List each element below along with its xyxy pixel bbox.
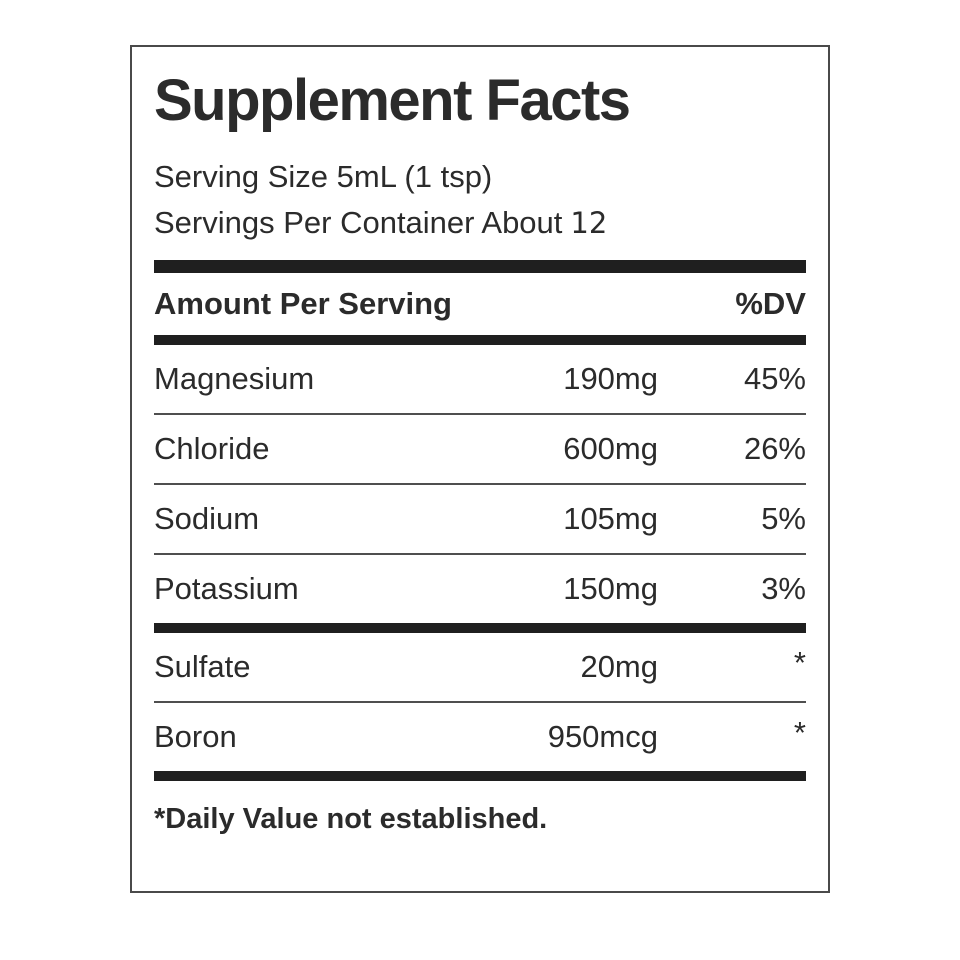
- divider-thin: [154, 700, 806, 703]
- table-row: Magnesium 190mg 45%: [154, 345, 806, 413]
- nutrient-amount: 600mg: [563, 430, 658, 466]
- nutrient-dv: 5%: [761, 500, 806, 536]
- nutrient-name: Magnesium: [154, 360, 315, 396]
- divider-thick-top: [154, 259, 806, 273]
- nutrient-name: Boron: [154, 718, 237, 754]
- divider-thin: [154, 412, 806, 415]
- panel-title: Supplement Facts: [154, 68, 631, 133]
- nutrient-dv: *: [793, 644, 806, 680]
- nutrient-amount: 950mcg: [547, 718, 658, 754]
- supplement-facts-panel: Supplement Facts Serving Size 5mL (1 tsp…: [130, 45, 830, 893]
- divider-thick-middle: [154, 622, 806, 633]
- nutrient-amount: 105mg: [563, 500, 658, 536]
- servings-per-container-value: 12: [570, 205, 608, 240]
- serving-size: Serving Size 5mL (1 tsp): [154, 158, 493, 194]
- table-header-row: Amount Per Serving %DV: [154, 273, 806, 335]
- divider-thin: [154, 482, 806, 485]
- nutrient-name: Sulfate: [154, 648, 251, 684]
- nutrient-dv: 3%: [761, 570, 806, 606]
- daily-value-footnote: *Daily Value not established.: [154, 802, 548, 835]
- divider-thin: [154, 552, 806, 555]
- nutrient-dv: 26%: [743, 430, 806, 466]
- nutrient-dv: 45%: [743, 360, 806, 396]
- table-row: Potassium 150mg 3%: [154, 555, 806, 623]
- nutrient-amount: 20mg: [580, 648, 658, 684]
- nutrient-amount: 150mg: [563, 570, 658, 606]
- header-amount-per-serving: Amount Per Serving: [154, 285, 452, 321]
- servings-per-container: Servings Per Container About 12: [154, 200, 806, 246]
- table-row: Sulfate 20mg *: [154, 633, 806, 701]
- divider-thick-under-header: [154, 334, 806, 345]
- servings-per-container-label: Servings Per Container About: [154, 204, 563, 240]
- nutrient-dv: *: [793, 714, 806, 750]
- nutrient-amount: 190mg: [563, 360, 658, 396]
- nutrient-name: Sodium: [154, 500, 260, 536]
- nutrient-name: Potassium: [154, 570, 299, 606]
- table-row: Sodium 105mg 5%: [154, 485, 806, 553]
- nutrient-name: Chloride: [154, 430, 270, 466]
- divider-thick-bottom: [154, 770, 806, 781]
- header-percent-dv: %DV: [735, 285, 806, 321]
- table-row: Boron 950mcg *: [154, 703, 806, 771]
- table-row: Chloride 600mg 26%: [154, 415, 806, 483]
